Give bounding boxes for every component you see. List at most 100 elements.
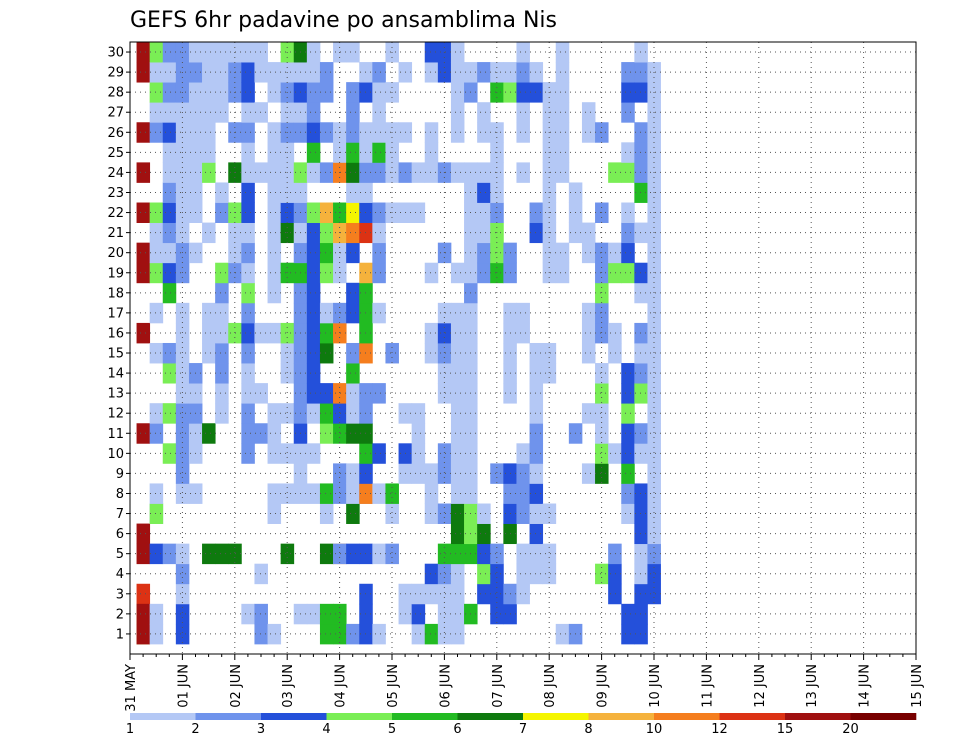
heatmap-cell-m22-c7: [215, 202, 229, 223]
heatmap-cell-m14-c39: [634, 363, 648, 384]
heatmap-cell-m22-c11: [267, 202, 282, 223]
heatmap-cell-m26-c3: [162, 122, 177, 143]
heatmap-cell-m7-c39: [634, 503, 648, 524]
heatmap-cell-m21-c27: [477, 222, 491, 244]
heatmap-cell-m9-c25: [450, 463, 465, 484]
heatmap-cell-m1-c38: [621, 623, 635, 645]
heatmap-cell-m9-c31: [529, 463, 544, 484]
heatmap-cell-m8-c25: [450, 483, 465, 504]
heatmap-cell-m3-c30: [516, 583, 530, 605]
heatmap-cell-m18-c11: [267, 282, 282, 304]
heatmap-cell-m3-c23: [424, 583, 439, 605]
heatmap-cell-m16-c25: [450, 322, 465, 344]
heatmap-cell-m11-c22: [411, 423, 426, 444]
x-tick-label-0: 31 MAY: [124, 664, 139, 712]
heatmap-cell-m7-c31: [529, 503, 544, 524]
x-tick-label-3: 03 JUN: [281, 664, 296, 708]
heatmap-cell-m3-c37: [608, 583, 622, 605]
heatmap-cell-m10-c38: [621, 443, 635, 464]
heatmap-cell-m19-c11: [267, 262, 282, 284]
heatmap-cell-m8-c40: [647, 483, 661, 504]
heatmap-cell-m29-c39: [634, 62, 648, 83]
heatmap-cell-m22-c31: [529, 202, 544, 223]
heatmap-cell-m26-c23: [424, 122, 439, 143]
heatmap-cell-m17-c25: [450, 302, 465, 324]
heatmap-cell-m21-c19: [372, 222, 386, 244]
heatmap-cell-m16-c6: [202, 322, 216, 344]
heatmap-cell-m24-c1: [136, 162, 151, 183]
heatmap-cell-m2-c10: [254, 603, 268, 625]
heatmap-cell-m22-c17: [346, 202, 360, 223]
heatmap-cell-m9-c17: [346, 463, 360, 484]
heatmap-cell-m20-c9: [241, 242, 255, 264]
y-tick-label-2: 2: [116, 607, 124, 622]
heatmap-cell-m4-c10: [254, 563, 268, 585]
heatmap-cell-m4-c39: [634, 563, 648, 585]
heatmap-cell-m17-c17: [346, 302, 360, 324]
heatmap-cell-m24-c9: [241, 162, 255, 183]
heatmap-cell-m8-c16: [333, 483, 347, 504]
heatmap-cell-m25-c11: [267, 142, 282, 163]
heatmap-cell-m21-c39: [634, 222, 648, 244]
heatmap-cell-m11-c31: [529, 423, 544, 444]
heatmap-cell-m29-c7: [215, 62, 229, 83]
y-tick-label-19: 19: [107, 266, 124, 281]
y-tick-label-8: 8: [116, 487, 124, 502]
heatmap-cell-m25-c6: [202, 142, 216, 163]
heatmap-cell-m10-c19: [372, 443, 386, 464]
heatmap-cell-m9-c16: [333, 463, 347, 484]
heatmap-cell-m6-c1: [136, 523, 151, 545]
heatmap-cell-m2-c24: [437, 603, 452, 625]
heatmap-cell-m3-c40: [647, 583, 661, 605]
heatmap-cell-m5-c24: [437, 543, 452, 565]
heatmap-cell-m24-c27: [477, 162, 491, 183]
heatmap-cell-m28-c14: [306, 82, 321, 103]
heatmap-cell-m29-c27: [477, 62, 491, 83]
y-tick-label-25: 25: [107, 146, 124, 161]
heatmap-cell-m20-c11: [267, 242, 282, 264]
heatmap-cell-m26-c1: [136, 122, 151, 143]
heatmap-cell-m26-c9: [241, 122, 255, 143]
heatmap-cell-m23-c7: [215, 182, 229, 203]
heatmap-cell-m19-c7: [215, 262, 229, 284]
heatmap-cell-m10-c30: [516, 443, 530, 464]
heatmap-cell-m20-c37: [608, 242, 622, 264]
heatmap-cell-m7-c25: [450, 503, 465, 524]
heatmap-cell-m10-c25: [450, 443, 465, 464]
heatmap-cell-m10-c11: [267, 443, 282, 464]
heatmap-cell-m22-c9: [241, 202, 255, 223]
heatmap-cell-m9-c23: [424, 463, 439, 484]
heatmap-cell-m23-c27: [477, 182, 491, 203]
heatmap-cell-m29-c10: [254, 62, 268, 83]
heatmap-cell-m30-c23: [424, 42, 439, 63]
heatmap-cell-m14-c14: [306, 363, 321, 384]
heatmap-cell-m4-c30: [516, 563, 530, 585]
heatmap-cell-m13-c39: [634, 383, 648, 404]
heatmap-cell-m28-c11: [267, 82, 282, 103]
heatmap-cell-m29-c25: [450, 62, 465, 83]
heatmap-cell-m15-c6: [202, 342, 216, 364]
heatmap-cell-m29-c14: [306, 62, 321, 83]
colorbar-swatch-11: [850, 713, 917, 720]
heatmap-cell-m12-c38: [621, 403, 635, 424]
heatmap-cell-m25-c19: [372, 142, 386, 163]
heatmap-cell-m17-c40: [647, 302, 661, 324]
heatmap-cell-m26-c30: [516, 122, 530, 143]
heatmap-cell-m7-c32: [542, 503, 557, 524]
heatmap-cell-m8-c11: [267, 483, 282, 504]
heatmap-cell-m8-c30: [516, 483, 530, 504]
heatmap-cell-m11-c25: [450, 423, 465, 444]
x-tick-label-2: 02 JUN: [229, 664, 244, 708]
heatmap-cell-m17-c4: [175, 302, 190, 324]
heatmap-cell-m30-c39: [634, 42, 648, 63]
heatmap-cell-m12-c35: [581, 403, 596, 424]
heatmap-cell-m24-c10: [254, 162, 268, 183]
heatmap-cells: [136, 42, 661, 645]
heatmap-cell-m15-c20: [385, 342, 399, 364]
heatmap-cell-m22-c14: [306, 202, 321, 223]
heatmap-cell-m18-c39: [634, 282, 648, 304]
heatmap-cell-m21-c14: [306, 222, 321, 244]
heatmap-cell-m19-c37: [608, 262, 622, 284]
y-tick-label-24: 24: [107, 166, 124, 181]
heatmap-cell-m12-c14: [306, 403, 321, 424]
